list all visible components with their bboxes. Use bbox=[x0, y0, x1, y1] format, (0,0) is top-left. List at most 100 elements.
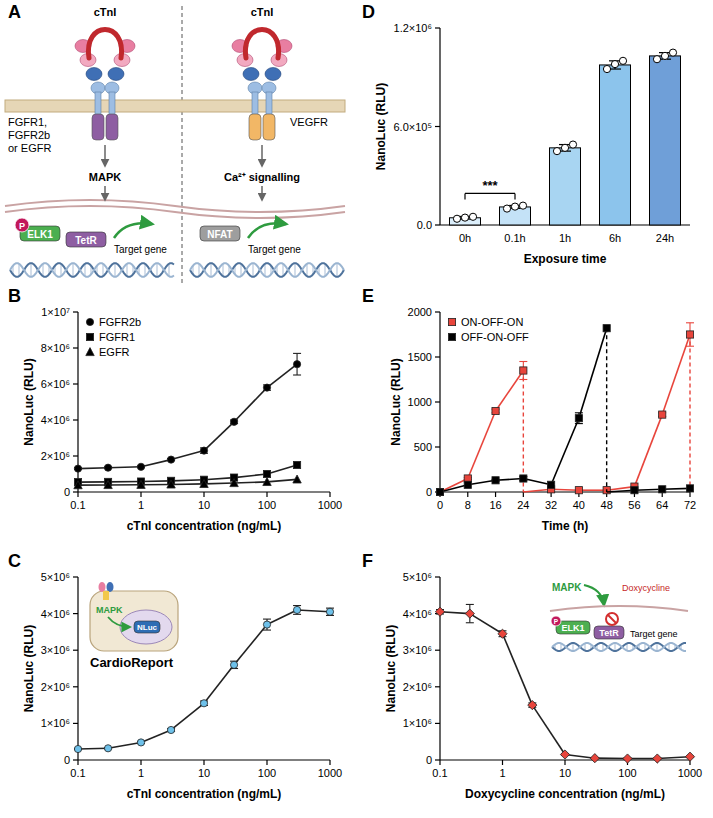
line-segment bbox=[468, 480, 496, 485]
line-segment bbox=[662, 488, 690, 490]
bar bbox=[650, 56, 681, 225]
y-tick-label: 500 bbox=[414, 441, 432, 453]
x-tick-label: 100 bbox=[258, 499, 276, 511]
dna-strand bbox=[10, 263, 174, 277]
panel-letter: F bbox=[362, 551, 373, 571]
y-tick-label: 2000 bbox=[408, 306, 432, 318]
marker bbox=[448, 318, 455, 325]
output-label: Target gene bbox=[114, 244, 167, 255]
line-segment bbox=[662, 335, 690, 415]
line-segment bbox=[108, 466, 141, 469]
dna-rung bbox=[252, 263, 253, 277]
marker bbox=[104, 745, 111, 752]
x-axis-title: cTnI concentration (ng/mL) bbox=[127, 519, 282, 533]
y-tick-label: 0 bbox=[64, 754, 70, 766]
legend-label: FGFR1 bbox=[99, 331, 135, 343]
marker bbox=[436, 488, 443, 495]
line-segment bbox=[551, 418, 579, 485]
marker bbox=[659, 411, 666, 418]
y-axis-title: NanoLuc (RLU) bbox=[389, 358, 403, 445]
legend: FGFR2bFGFR1EGFR bbox=[86, 316, 141, 358]
pathway-label: Ca²⁺ signalling bbox=[224, 171, 300, 183]
bracket bbox=[464, 193, 465, 199]
divider bbox=[182, 6, 183, 286]
point bbox=[453, 215, 460, 222]
x-tick-label: 72 bbox=[684, 499, 696, 511]
marker bbox=[137, 480, 145, 488]
dna-strand bbox=[10, 263, 174, 277]
point bbox=[653, 56, 660, 63]
panel-letter: D bbox=[362, 2, 375, 22]
marker bbox=[520, 367, 527, 374]
x-tick-label: 1000 bbox=[318, 767, 342, 779]
marker bbox=[74, 481, 82, 489]
legend: ON-OFF-ONOFF-ON-OFF bbox=[448, 316, 529, 343]
dna-rung bbox=[84, 264, 85, 277]
y-tick-label: 0 bbox=[426, 754, 432, 766]
x-tick-label: 24h bbox=[656, 232, 674, 244]
pathway-label: MAPK bbox=[89, 171, 121, 183]
x-tick bbox=[495, 492, 496, 497]
dna-rung bbox=[306, 264, 307, 277]
x-tick bbox=[203, 760, 204, 765]
point bbox=[469, 213, 476, 220]
y-tick-label: 3×10⁶ bbox=[41, 644, 70, 656]
marker bbox=[263, 478, 271, 486]
panel-letter: B bbox=[8, 286, 21, 306]
x-tick-label: 0h bbox=[459, 232, 471, 244]
line-segment bbox=[634, 488, 662, 491]
marker bbox=[263, 621, 270, 628]
point bbox=[569, 141, 576, 148]
kinase-domain bbox=[249, 114, 261, 140]
x-tick-label: 1000 bbox=[678, 767, 702, 779]
marker bbox=[200, 480, 208, 488]
cell bbox=[90, 591, 178, 651]
dna-rung bbox=[72, 263, 73, 277]
marker bbox=[492, 407, 499, 414]
inset-pathway: MAPK bbox=[96, 605, 123, 615]
dna-rung bbox=[210, 263, 211, 277]
point bbox=[619, 57, 626, 64]
x-tick-label: 0.1 bbox=[432, 767, 447, 779]
line-segment bbox=[579, 489, 607, 491]
factor-label: TetR bbox=[599, 628, 619, 638]
point bbox=[611, 61, 618, 68]
dna-rung bbox=[168, 264, 169, 277]
factor-label: ELK1 bbox=[561, 623, 584, 633]
y-tick-label: 1×10⁶ bbox=[403, 717, 432, 729]
panel-letter: C bbox=[8, 551, 21, 571]
x-tick-label: 32 bbox=[545, 499, 557, 511]
tm-helix bbox=[266, 92, 272, 116]
x-tick-label: 6h bbox=[609, 232, 621, 244]
dna-rung bbox=[114, 263, 115, 277]
marker bbox=[659, 486, 666, 493]
line-segment bbox=[234, 388, 267, 422]
y-tick bbox=[73, 311, 78, 312]
line-segment bbox=[171, 451, 204, 460]
y-tick bbox=[73, 491, 78, 492]
legend-label: FGFR2b bbox=[99, 316, 141, 328]
marker bbox=[685, 752, 694, 761]
point bbox=[511, 203, 518, 210]
diagram: AcTnIFGFR1,FGFR2bor EGFRMAPKELK1PTetRTar… bbox=[5, 2, 345, 286]
line-segment bbox=[551, 488, 579, 491]
line-segment bbox=[78, 481, 108, 483]
line-segment bbox=[607, 490, 635, 492]
marker bbox=[575, 415, 582, 422]
y-tick bbox=[435, 650, 440, 651]
y-tick bbox=[73, 723, 78, 724]
dna-rung bbox=[324, 264, 325, 277]
x-axis-title: Exposure time bbox=[524, 252, 607, 266]
marker bbox=[623, 754, 632, 763]
x-tick-label: 10 bbox=[559, 767, 571, 779]
y-tick bbox=[435, 686, 440, 687]
dna-rung bbox=[240, 264, 241, 277]
error-cap bbox=[466, 622, 474, 623]
nuclear-envelope bbox=[550, 606, 688, 611]
x-tick bbox=[329, 492, 330, 497]
panel-letter: E bbox=[362, 286, 374, 306]
line-segment bbox=[267, 364, 297, 387]
line-segment bbox=[234, 482, 267, 483]
marker bbox=[263, 384, 270, 391]
expression-arrow bbox=[114, 223, 152, 238]
